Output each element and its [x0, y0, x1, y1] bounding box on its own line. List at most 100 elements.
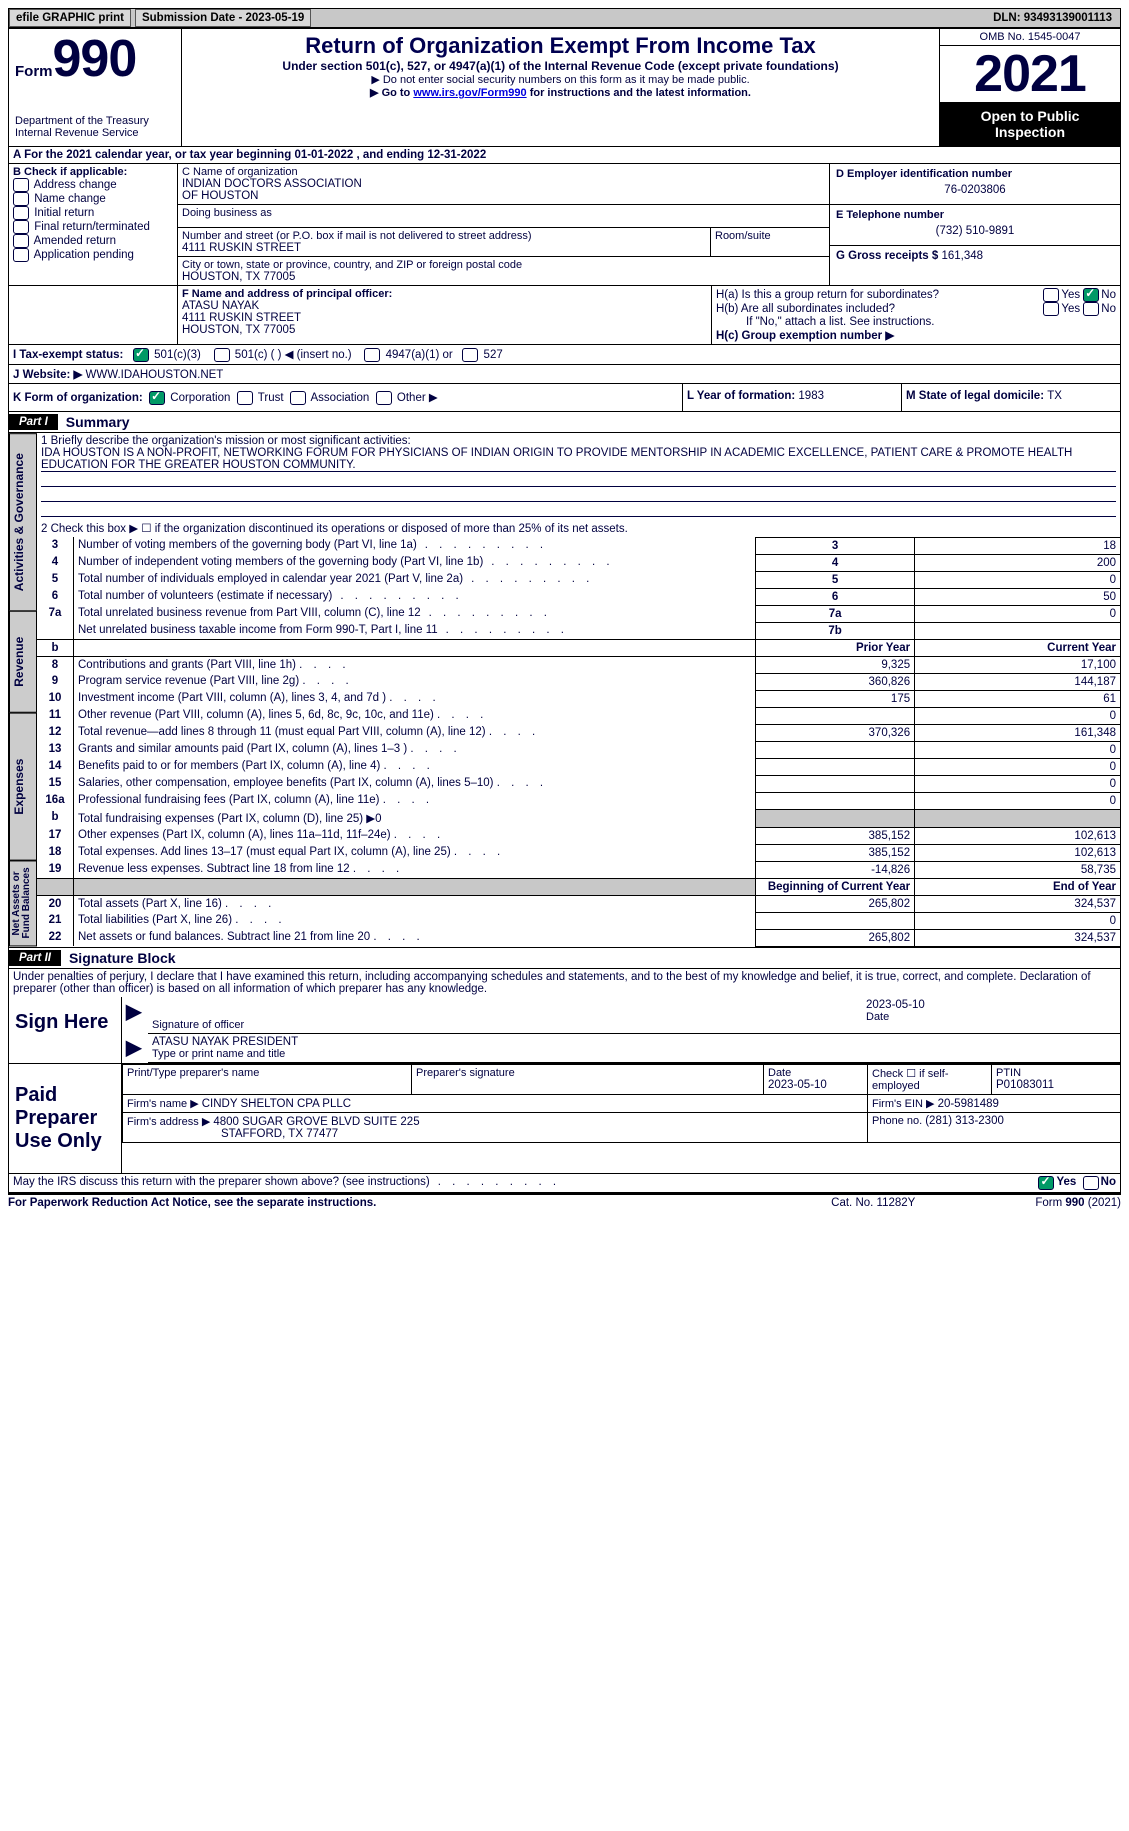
b-check-2[interactable]: [13, 206, 29, 220]
ptin-lbl: PTIN: [996, 1067, 1021, 1079]
b-item-0: Address change: [34, 179, 117, 191]
firm-addr2: STAFFORD, TX 77477: [127, 1128, 338, 1140]
b-check-3[interactable]: [13, 220, 29, 234]
m-label: M State of legal domicile:: [906, 390, 1047, 402]
ein: 76-0203806: [836, 180, 1114, 200]
firm-ein: 20-5981489: [938, 1098, 999, 1110]
summary-block: Activities & Governance Revenue Expenses…: [8, 433, 1121, 948]
prep-date-lbl: Date: [768, 1067, 791, 1079]
footer-cat: Cat. No. 11282Y: [831, 1197, 915, 1209]
addr-label: Number and street (or P.O. box if mail i…: [182, 230, 706, 242]
org-street: 4111 RUSKIN STREET: [182, 242, 706, 254]
arrow-icon: ▶: [122, 997, 148, 1034]
i-4947-checkbox[interactable]: [364, 348, 380, 362]
submission-date: Submission Date - 2023-05-19: [135, 9, 311, 27]
discuss-no-checkbox[interactable]: [1083, 1176, 1099, 1190]
g-label: G Gross receipts $: [836, 250, 941, 262]
org-name-2: OF HOUSTON: [182, 190, 825, 202]
hb-yes-checkbox[interactable]: [1043, 302, 1059, 316]
form-subtitle: Under section 501(c), 527, or 4947(a)(1)…: [188, 59, 933, 73]
b-item-5: Application pending: [34, 249, 134, 261]
i-501c: 501(c) ( ) ◀ (insert no.): [235, 349, 352, 361]
sig-declaration: Under penalties of perjury, I declare th…: [8, 969, 1121, 997]
k-check-0[interactable]: [149, 391, 165, 405]
discuss-yes-checkbox[interactable]: [1038, 1176, 1054, 1190]
l1-text: IDA HOUSTON IS A NON-PROFIT, NETWORKING …: [41, 447, 1116, 472]
discuss-yes: Yes: [1056, 1176, 1076, 1190]
i-501c3-checkbox[interactable]: [133, 348, 149, 362]
tab-netassets: Net Assets or Fund Balances: [9, 860, 37, 946]
sig-officer-lbl: Signature of officer: [152, 1019, 244, 1031]
tab-expenses: Expenses: [9, 713, 37, 861]
b-check-4[interactable]: [13, 234, 29, 248]
omb-number: OMB No. 1545-0047: [940, 29, 1120, 46]
gross-receipts: 161,348: [941, 250, 983, 262]
j-row: J Website: ▶ WWW.IDAHOUSTON.NET: [8, 365, 1121, 384]
print-name-lbl: Print/Type preparer's name: [127, 1067, 259, 1079]
officer-name-title: ATASU NAYAK PRESIDENT: [152, 1036, 1116, 1048]
irs-link[interactable]: www.irs.gov/Form990: [413, 87, 526, 99]
k-opt-0: Corporation: [170, 392, 230, 404]
ha-yes-checkbox[interactable]: [1043, 288, 1059, 302]
bcdeg-grid: B Check if applicable: Address change Na…: [8, 164, 1121, 286]
note-goto-post: for instructions and the latest informat…: [527, 87, 751, 99]
tax-year: 2021: [940, 46, 1120, 102]
hb-no-checkbox[interactable]: [1083, 302, 1099, 316]
b-check-1[interactable]: [13, 192, 29, 206]
summary-table: 1 Briefly describe the organization's mi…: [37, 433, 1120, 947]
k-check-2[interactable]: [290, 391, 306, 405]
firm-name: CINDY SHELTON CPA PLLC: [202, 1098, 351, 1110]
ha-no-checkbox[interactable]: [1083, 288, 1099, 302]
footer-right: Form 990 (2021): [1035, 1197, 1121, 1209]
i-label: I Tax-exempt status:: [13, 349, 123, 361]
k-check-1[interactable]: [237, 391, 253, 405]
i-501c-checkbox[interactable]: [214, 348, 230, 362]
page-footer: For Paperwork Reduction Act Notice, see …: [8, 1193, 1121, 1209]
part1-tag: Part I: [9, 414, 58, 430]
paid-preparer-label: Paid Preparer Use Only: [9, 1064, 122, 1173]
dots: . . . . . . . . .: [430, 1176, 1039, 1190]
b-check-5[interactable]: [13, 248, 29, 262]
i-527-checkbox[interactable]: [462, 348, 478, 362]
box-b-label: B Check if applicable:: [13, 166, 173, 178]
k-check-3[interactable]: [376, 391, 392, 405]
discuss-text: May the IRS discuss this return with the…: [13, 1176, 430, 1190]
period-begin: 01-01-2022: [294, 149, 353, 161]
firm-ein-lbl: Firm's EIN ▶: [872, 1098, 938, 1110]
sign-here-block: Sign Here ▶ Signature of officer 2023-05…: [8, 997, 1121, 1064]
arrow-icon: ▶: [122, 1033, 148, 1062]
firm-addr1: 4800 SUGAR GROVE BLVD SUITE 225: [213, 1116, 419, 1128]
c-name-label: C Name of organization: [182, 166, 825, 178]
ptin: P01083011: [996, 1079, 1054, 1091]
h-b-note: If "No," attach a list. See instructions…: [716, 316, 1116, 328]
sig-date-lbl: Date: [866, 1011, 889, 1023]
officer-city: HOUSTON, TX 77005: [182, 324, 707, 336]
klm-row: K Form of organization: Corporation Trus…: [8, 384, 1121, 412]
prep-sig-lbl: Preparer's signature: [416, 1067, 515, 1079]
col-prior: Prior Year: [756, 639, 915, 656]
website: WWW.IDAHOUSTON.NET: [86, 369, 224, 381]
efile-print-button[interactable]: efile GRAPHIC print: [9, 9, 131, 27]
part2-bar: Part II Signature Block: [8, 948, 1121, 969]
tab-revenue: Revenue: [9, 611, 37, 713]
footer-left: For Paperwork Reduction Act Notice, see …: [8, 1197, 376, 1209]
prep-date: 2023-05-10: [768, 1079, 827, 1091]
discuss-no: No: [1101, 1176, 1116, 1190]
dba-label: Doing business as: [182, 207, 825, 219]
sign-here-label: Sign Here: [9, 997, 122, 1063]
year-formation: 1983: [798, 390, 824, 402]
dept-treasury: Department of the Treasury: [15, 115, 175, 127]
l2: 2 Check this box ▶ ☐ if the organization…: [37, 519, 1120, 538]
form-header: Form990 Department of the Treasury Inter…: [8, 28, 1121, 147]
k-opt-3: Other ▶: [397, 392, 438, 404]
l-label: L Year of formation:: [687, 390, 798, 402]
h-b: H(b) Are all subordinates included?: [716, 303, 1043, 315]
b-check-0[interactable]: [13, 178, 29, 192]
check-if-self: Check ☐ if self-employed: [872, 1068, 949, 1092]
b-item-3: Final return/terminated: [34, 221, 150, 233]
h-a: H(a) Is this a group return for subordin…: [716, 289, 1043, 301]
form-label: Form: [15, 63, 53, 80]
state-domicile: TX: [1047, 390, 1062, 402]
col-current: Current Year: [915, 639, 1120, 656]
note-ssn: ▶ Do not enter social security numbers o…: [188, 73, 933, 86]
